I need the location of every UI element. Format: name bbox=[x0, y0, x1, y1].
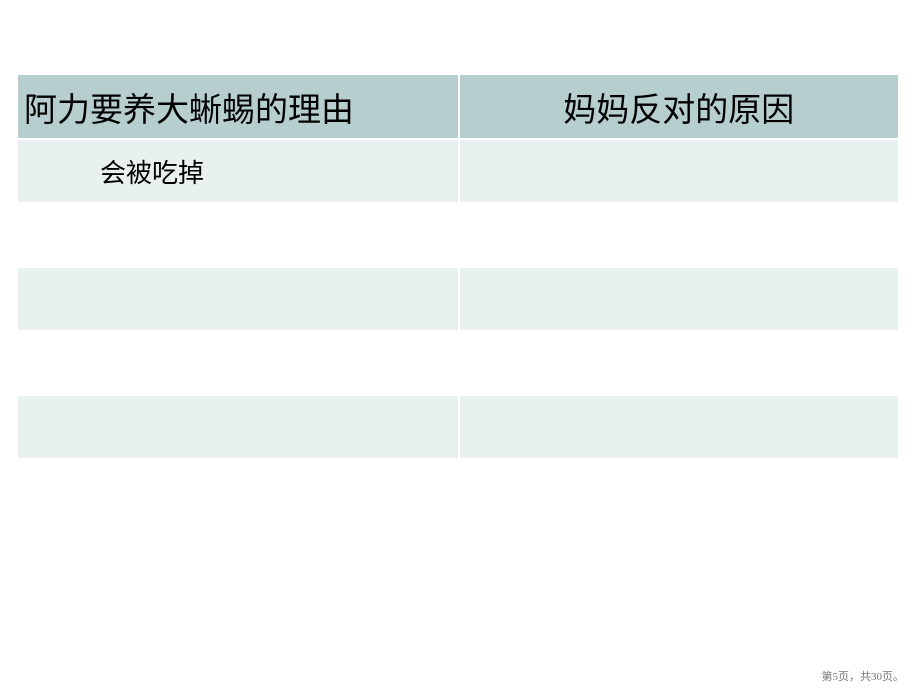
table-cell bbox=[18, 203, 459, 267]
table-cell bbox=[459, 139, 900, 203]
table-cell bbox=[18, 331, 459, 395]
table-cell bbox=[459, 203, 900, 267]
table-cell bbox=[459, 267, 900, 331]
table-header-row: 阿力要养大蜥蜴的理由 妈妈反对的原因 bbox=[18, 75, 899, 139]
table-row: 会被吃掉 bbox=[18, 139, 899, 203]
table-row bbox=[18, 331, 899, 395]
table-row bbox=[18, 395, 899, 459]
table-cell bbox=[459, 331, 900, 395]
table-row bbox=[18, 203, 899, 267]
table-cell bbox=[459, 395, 900, 459]
table-cell bbox=[18, 267, 459, 331]
page-number-footer: 第5页，共30页。 bbox=[822, 668, 905, 684]
table-cell bbox=[18, 395, 459, 459]
column-header-objections: 妈妈反对的原因 bbox=[459, 75, 900, 139]
table-cell: 会被吃掉 bbox=[18, 139, 459, 203]
comparison-table: 阿力要养大蜥蜴的理由 妈妈反对的原因 会被吃掉 bbox=[18, 75, 900, 460]
slide-container: 阿力要养大蜥蜴的理由 妈妈反对的原因 会被吃掉 第5页，共30页。 bbox=[0, 0, 920, 690]
table-row bbox=[18, 267, 899, 331]
column-header-reasons: 阿力要养大蜥蜴的理由 bbox=[18, 75, 459, 139]
